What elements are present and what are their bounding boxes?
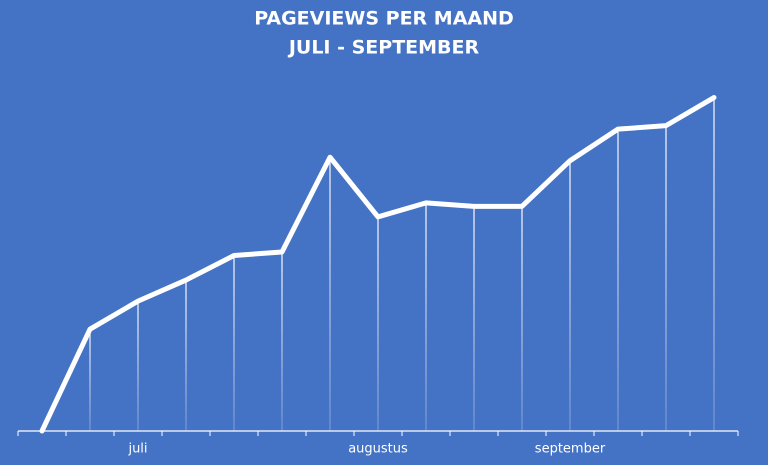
data-line [39, 95, 717, 434]
chart-subtitle: JULI - SEPTEMBER [287, 37, 480, 59]
x-tick-label: juli [127, 442, 147, 457]
drop-line [89, 329, 91, 431]
drop-line [713, 97, 715, 432]
drop-line [233, 255, 235, 431]
drop-line [185, 280, 187, 431]
x-tick-label: augustus [348, 442, 408, 457]
drop-line [473, 206, 475, 431]
chart-title: PAGEVIEWS PER MAAND [254, 8, 514, 30]
drop-line [329, 157, 331, 431]
drop-line [617, 129, 619, 431]
drop-line [569, 160, 571, 432]
drop-line [665, 125, 667, 431]
drop-line [521, 206, 523, 431]
x-tick-label: september [535, 442, 606, 457]
drop-line [425, 202, 427, 431]
drop-line [377, 216, 379, 431]
drop-line [137, 301, 139, 431]
drop-line [281, 251, 283, 431]
